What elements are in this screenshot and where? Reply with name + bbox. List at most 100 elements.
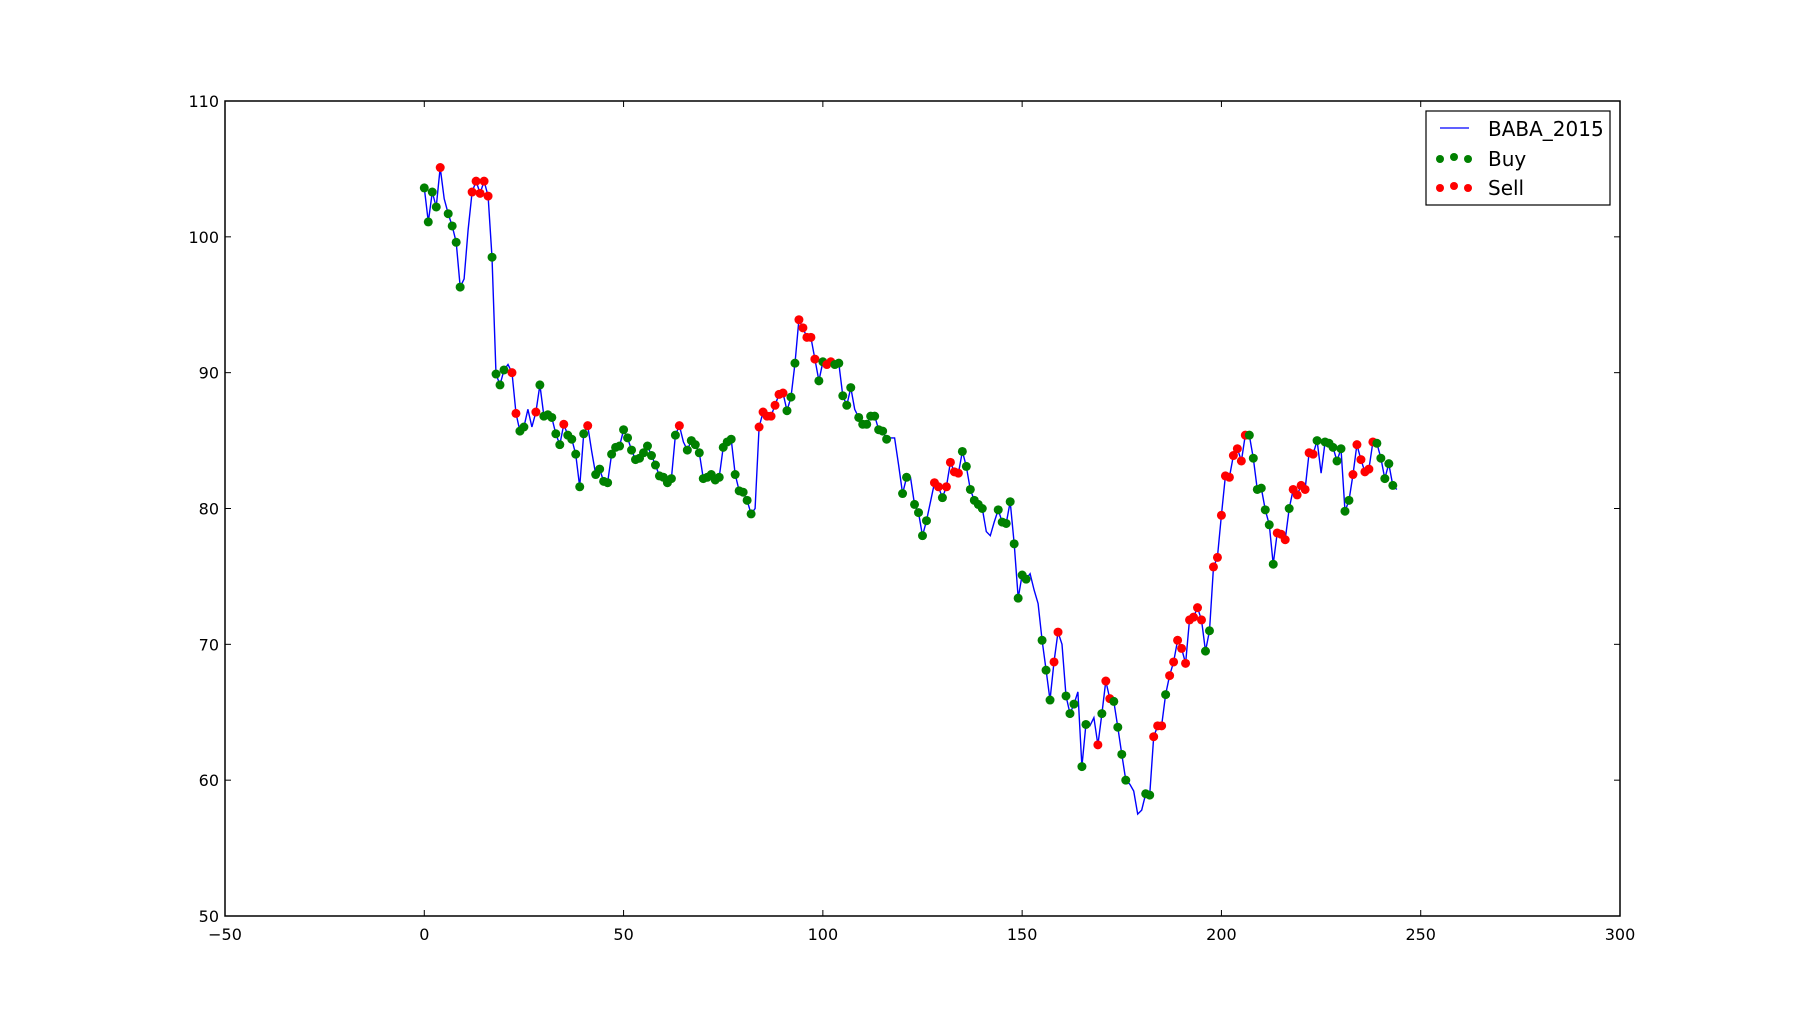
sell-point [1228,451,1238,461]
buy-point [730,470,740,480]
sell-point [806,332,816,342]
buy-point [746,509,756,519]
sell-point [1165,671,1175,681]
sell-point [559,419,569,429]
buy-point [977,504,987,513]
buy-point [914,508,924,518]
buy-point [670,430,680,440]
buy-point [623,433,633,443]
sell-point [1300,484,1310,494]
buy-point [547,412,557,422]
buy-point [742,495,752,505]
sell-point [531,407,541,417]
buy-point [447,221,457,231]
buy-point [603,478,613,488]
buy-point [921,516,931,526]
legend-label-sell: Sell [1488,176,1524,200]
buy-point [1380,474,1390,484]
sell-point [471,176,481,186]
legend-label-baba: BABA_2015 [1488,117,1604,141]
x-tick-label: 0 [419,925,429,944]
sell-point [483,191,493,201]
buy-point [714,472,724,482]
buy-point [519,422,529,432]
x-tick-label: 50 [613,925,633,944]
sell-point [1169,657,1179,667]
buy-point [1256,483,1266,493]
buy-point [1121,775,1131,785]
axis-ticks: −50 0 50 100 150 200 250 300 50 60 70 80 90 100 110 [188,92,1635,944]
buy-point [690,440,700,450]
buy-point [491,369,501,379]
buy-point [965,484,975,494]
buy-point [814,376,824,386]
buy-point [902,472,912,482]
buy-point [607,449,617,459]
sell-point [1157,721,1167,731]
buy-point [1113,722,1123,732]
buy-point [499,365,509,375]
buy-point [1161,690,1171,700]
buy-point [1037,635,1047,645]
sell-point [933,482,943,492]
buy-point [838,391,848,401]
sell-point [1364,464,1374,474]
buy-point [1045,695,1055,705]
buy-point [642,441,652,451]
plot-area [419,163,1398,816]
buy-point [1204,626,1214,636]
buy-point [1081,719,1091,729]
buy-point [1376,453,1386,463]
x-tick-label: 300 [1605,925,1636,944]
buy-point [487,252,497,262]
sell-point [583,421,593,431]
sell-point [794,315,804,325]
buy-point [451,237,461,247]
sell-point [475,188,485,198]
sell-point [435,163,445,173]
buy-point [1065,709,1075,719]
buy-point [1336,444,1346,454]
sell-point [1149,732,1159,742]
buy-point [1344,495,1354,505]
buy-point [1260,505,1270,515]
buy-point [555,440,565,450]
sell-point [766,411,776,421]
sell-point [770,400,780,410]
sell-point [945,457,955,467]
axes-frame [224,100,1621,917]
sell-point [1232,444,1242,454]
y-tick-label: 70 [199,635,219,654]
buy-point [1021,574,1031,584]
buy-point [619,425,629,435]
sell-point [1224,472,1234,482]
buy-point [1388,480,1398,490]
buy-point [575,482,585,492]
buy-point [910,499,920,509]
buy-point [615,441,625,451]
x-tick-label: 250 [1405,925,1436,944]
buy-point [1248,453,1258,463]
sell-point [798,323,808,333]
buy-point [579,429,589,439]
y-tick-label: 60 [199,771,219,790]
legend-label-buy: Buy [1488,147,1526,171]
buy-point [1340,506,1350,516]
sell-point [941,482,951,492]
buy-point [878,426,888,436]
buy-point [862,419,872,429]
sell-point [1208,562,1218,572]
sell-point [1189,612,1199,622]
buy-point [790,358,800,368]
buy-point [1001,518,1011,528]
buy-point [898,489,908,499]
buy-point [1069,699,1079,709]
buy-point [639,448,648,458]
buy-point [1109,696,1119,706]
sell-point [1197,615,1206,625]
legend: BABA_2015 Buy Sell [1425,110,1611,206]
buy-point [1328,442,1338,452]
sell-point [511,408,521,418]
